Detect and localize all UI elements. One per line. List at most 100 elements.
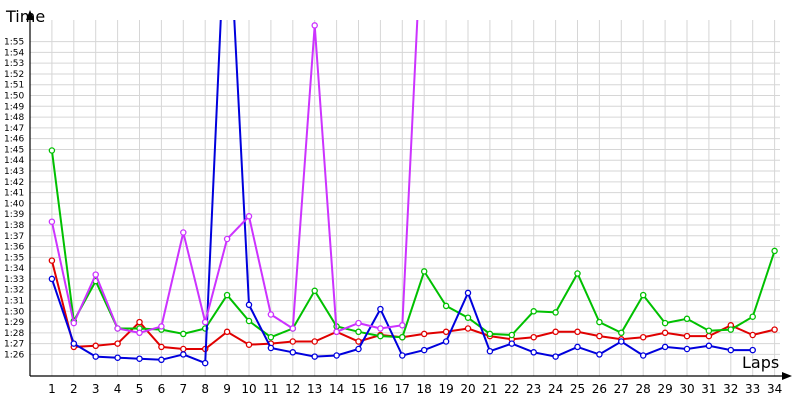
data-point bbox=[377, 325, 384, 332]
data-point bbox=[355, 319, 362, 327]
x-axis-title: Laps bbox=[742, 353, 779, 372]
x-tick-label: 18 bbox=[417, 382, 432, 396]
data-point bbox=[245, 301, 253, 309]
data-point bbox=[574, 343, 581, 351]
data-point bbox=[267, 344, 275, 352]
data-point bbox=[70, 340, 78, 347]
data-point bbox=[705, 332, 713, 340]
data-point bbox=[223, 235, 231, 243]
data-point bbox=[180, 330, 187, 338]
data-point bbox=[574, 270, 581, 277]
x-tick-label: 2 bbox=[70, 382, 78, 396]
y-tick-label: 1:34 bbox=[4, 264, 24, 274]
tick-layer: 1:261:271:281:291:301:311:321:331:341:35… bbox=[4, 38, 782, 396]
data-point bbox=[399, 322, 406, 329]
data-point bbox=[552, 328, 559, 336]
data-point bbox=[727, 346, 735, 354]
x-tick-label: 4 bbox=[114, 382, 122, 396]
data-point bbox=[377, 305, 384, 313]
data-point bbox=[92, 353, 99, 360]
data-point bbox=[201, 318, 209, 326]
data-point bbox=[223, 291, 231, 299]
data-point bbox=[749, 346, 756, 354]
x-tick-label: 28 bbox=[636, 382, 651, 396]
data-point bbox=[136, 329, 143, 337]
x-tick-label: 25 bbox=[570, 382, 585, 396]
x-tick-label: 3 bbox=[92, 382, 100, 396]
data-point bbox=[158, 323, 165, 330]
x-tick-label: 13 bbox=[307, 382, 322, 396]
data-point bbox=[552, 353, 559, 360]
data-point bbox=[596, 318, 603, 326]
data-point bbox=[596, 332, 603, 340]
y-tick-label: 1:40 bbox=[4, 199, 24, 209]
y-tick-label: 1:51 bbox=[4, 81, 24, 91]
data-point bbox=[48, 257, 56, 264]
y-tick-label: 1:46 bbox=[4, 135, 24, 145]
data-point bbox=[530, 333, 537, 341]
data-point bbox=[552, 309, 559, 316]
data-point bbox=[158, 343, 165, 351]
data-point bbox=[399, 333, 406, 341]
data-point bbox=[442, 328, 450, 336]
y-tick-label: 1:48 bbox=[4, 113, 24, 123]
x-tick-label: 6 bbox=[158, 382, 166, 396]
y-tick-label: 1:50 bbox=[4, 92, 24, 102]
x-tick-label: 15 bbox=[351, 382, 366, 396]
x-tick-label: 16 bbox=[373, 382, 388, 396]
data-point bbox=[267, 311, 275, 318]
data-point bbox=[92, 271, 99, 278]
data-point bbox=[289, 349, 297, 356]
x-tick-label: 8 bbox=[201, 382, 209, 396]
y-axis-title: Time bbox=[5, 7, 45, 26]
data-point bbox=[705, 342, 713, 350]
y-tick-label: 1:47 bbox=[4, 124, 24, 134]
x-tick-label: 22 bbox=[504, 382, 519, 396]
series-3 bbox=[48, 20, 756, 367]
x-axis-arrow-icon bbox=[782, 372, 792, 380]
x-tick-label: 23 bbox=[526, 382, 541, 396]
data-point bbox=[355, 328, 362, 336]
x-tick-label: 27 bbox=[614, 382, 629, 396]
data-point bbox=[420, 330, 428, 338]
data-point bbox=[683, 332, 691, 340]
x-tick-label: 30 bbox=[679, 382, 694, 396]
data-point bbox=[618, 329, 625, 337]
data-point bbox=[311, 287, 318, 295]
x-tick-label: 21 bbox=[482, 382, 497, 396]
x-tick-label: 14 bbox=[329, 382, 344, 396]
y-tick-label: 1:49 bbox=[4, 102, 24, 112]
x-tick-label: 9 bbox=[223, 382, 231, 396]
grid-layer bbox=[30, 20, 780, 376]
data-point bbox=[486, 330, 494, 338]
data-point bbox=[639, 352, 647, 359]
series-layer bbox=[48, 20, 778, 367]
data-point bbox=[311, 22, 318, 29]
y-tick-label: 1:27 bbox=[4, 340, 24, 350]
data-point bbox=[749, 331, 756, 339]
data-point bbox=[114, 325, 121, 332]
series-line bbox=[50, 150, 776, 339]
data-point bbox=[464, 289, 472, 297]
data-point bbox=[683, 345, 691, 353]
data-point bbox=[245, 341, 253, 348]
data-point bbox=[377, 332, 384, 340]
y-tick-label: 1:44 bbox=[4, 156, 24, 166]
data-point bbox=[530, 308, 537, 315]
data-point bbox=[530, 349, 537, 356]
x-tick-label: 26 bbox=[592, 382, 607, 396]
axis-layer: Time Laps bbox=[5, 7, 792, 380]
y-tick-label: 1:29 bbox=[4, 318, 24, 328]
data-point bbox=[92, 342, 99, 350]
data-point bbox=[705, 327, 713, 334]
y-tick-label: 1:54 bbox=[4, 48, 24, 58]
data-point bbox=[333, 352, 340, 359]
x-tick-label: 33 bbox=[745, 382, 760, 396]
y-tick-label: 1:41 bbox=[4, 189, 24, 199]
data-point bbox=[48, 147, 56, 154]
y-tick-label: 1:39 bbox=[4, 210, 24, 220]
data-point bbox=[114, 340, 121, 347]
data-point bbox=[355, 345, 362, 353]
series-line bbox=[50, 260, 775, 350]
